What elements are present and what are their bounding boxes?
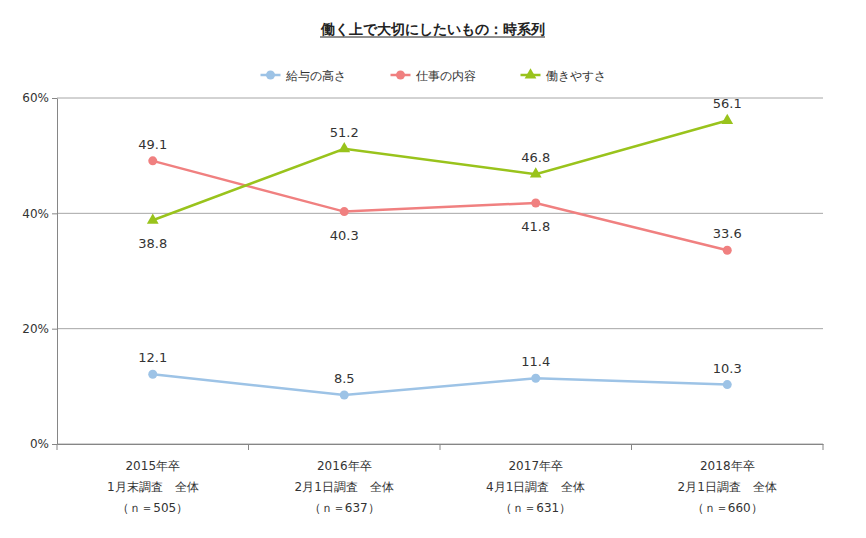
data-label: 11.4	[521, 354, 550, 369]
plot-area	[147, 114, 733, 400]
y-tick: 40%	[22, 207, 57, 221]
y-tick-label: 60%	[22, 91, 49, 105]
legend-item: 仕事の内容	[391, 69, 476, 83]
x-tick: 2017年卒4月1日調査 全体（ｎ＝631）	[486, 444, 585, 515]
grid-line	[57, 98, 823, 99]
y-tick: 0%	[30, 437, 57, 451]
point-marker	[531, 198, 540, 207]
point-marker	[723, 246, 732, 255]
y-axis-line	[57, 99, 58, 445]
y-tick-mark	[52, 98, 57, 99]
data-label: 10.3	[713, 361, 742, 376]
legend-item: 働きやすさ	[521, 68, 606, 82]
x-tick-label: 2016年卒2月1日調査 全体（ｎ＝637）	[295, 459, 394, 515]
category-separator	[823, 444, 824, 450]
point-marker	[530, 167, 542, 177]
data-label: 41.8	[521, 219, 550, 234]
x-axis: 2015年卒1月末調査 全体（ｎ＝505） 2016年卒2月1日調査 全体（ｎ＝6…	[57, 444, 824, 515]
point-marker	[338, 142, 350, 152]
point-marker	[340, 207, 349, 216]
x-tick: 2016年卒2月1日調査 全体（ｎ＝637）	[295, 444, 394, 515]
legend-marker	[396, 71, 405, 80]
data-label: 8.5	[334, 371, 355, 386]
category-separator	[631, 444, 632, 450]
data-label: 33.6	[713, 226, 742, 241]
point-marker	[148, 156, 157, 165]
x-tick-label: 2018年卒2月1日調査 全体（ｎ＝660）	[678, 459, 777, 515]
legend-label: 仕事の内容	[415, 69, 476, 83]
series-line	[153, 374, 728, 395]
legend-marker	[266, 71, 275, 80]
data-label: 46.8	[521, 150, 550, 165]
y-tick-label: 0%	[30, 437, 49, 451]
y-tick-label: 20%	[22, 322, 49, 336]
y-tick-mark	[52, 444, 57, 445]
y-tick: 60%	[22, 91, 57, 105]
data-label: 40.3	[330, 228, 359, 243]
legend-item: 給与の高さ	[261, 69, 346, 83]
x-tick: 2015年卒1月末調査 全体（ｎ＝505）	[107, 444, 199, 515]
legend-label: 給与の高さ	[285, 69, 346, 83]
chart: 働く上で大切にしたいもの：時系列 0% 20% 40% 60% 2015年卒1月末調査 全…	[0, 0, 866, 538]
x-tick: 2018年卒2月1日調査 全体（ｎ＝660）	[678, 444, 777, 515]
series-line	[153, 161, 728, 250]
title-underline	[320, 37, 545, 38]
point-marker	[340, 390, 349, 399]
category-separator	[248, 444, 249, 450]
point-marker	[147, 213, 159, 223]
legend: 給与の高さ 仕事の内容 働きやすさ	[261, 68, 606, 82]
x-tick-label: 2017年卒4月1日調査 全体（ｎ＝631）	[486, 459, 585, 515]
data-label: 56.1	[713, 96, 742, 111]
point-marker	[148, 370, 157, 379]
point-marker	[721, 114, 733, 124]
y-tick: 20%	[22, 322, 57, 336]
data-label: 49.1	[138, 137, 167, 152]
x-tick-label: 2015年卒1月末調査 全体（ｎ＝505）	[107, 459, 199, 515]
chart-title: 働く上で大切にしたいもの：時系列	[320, 21, 545, 37]
y-axis: 0% 20% 40% 60%	[22, 91, 57, 451]
category-separator	[57, 444, 58, 450]
grid-line	[57, 328, 823, 329]
point-marker	[723, 380, 732, 389]
y-tick-label: 40%	[22, 207, 49, 221]
series-line	[153, 120, 728, 220]
grid	[57, 98, 823, 444]
point-marker	[531, 374, 540, 383]
data-label: 12.1	[138, 350, 167, 365]
data-label: 38.8	[138, 236, 167, 251]
category-separator	[440, 444, 441, 450]
y-tick-mark	[52, 213, 57, 214]
data-labels: 12.1 8.5 11.4 10.3 49.1 40.3 41.8 33.6 38.8 51.2 4…	[138, 96, 741, 385]
legend-marker	[525, 68, 537, 78]
y-tick-mark	[52, 329, 57, 330]
legend-label: 働きやすさ	[546, 69, 606, 83]
data-label: 51.2	[330, 125, 359, 140]
